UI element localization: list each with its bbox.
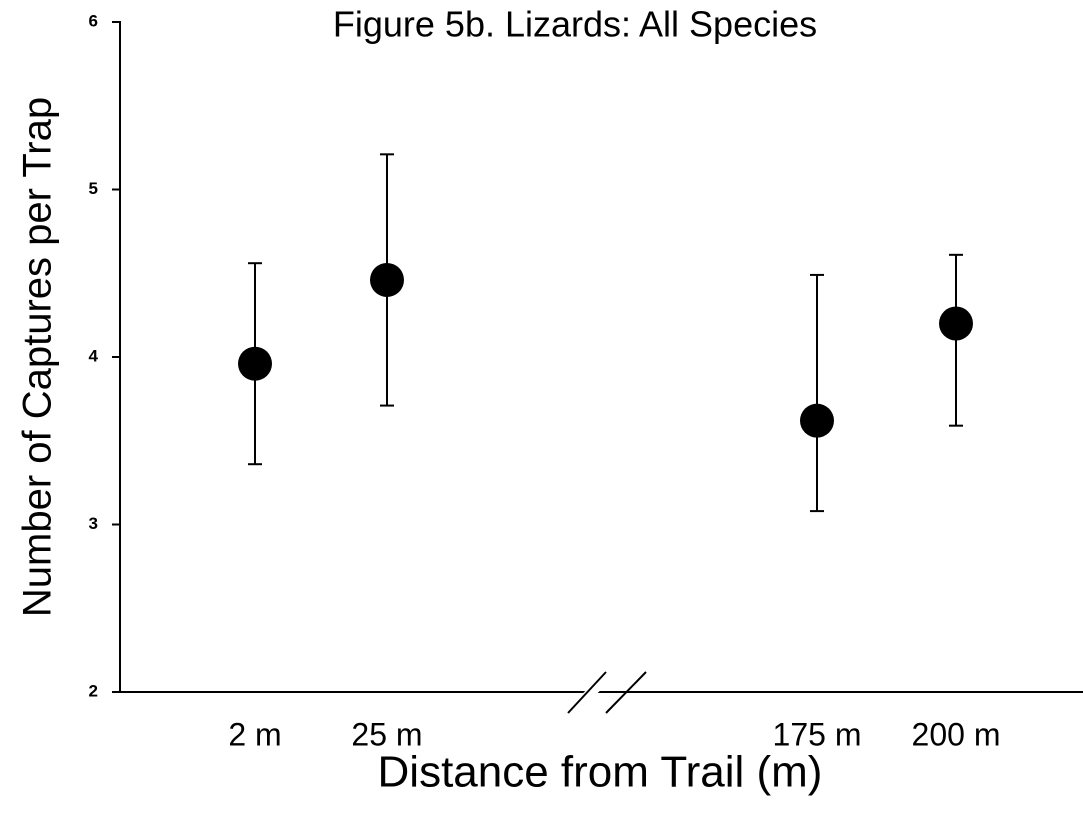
chart-title: Figure 5b. Lizards: All Species <box>333 4 817 45</box>
axis-break <box>567 671 607 714</box>
axis-break-gap <box>566 668 616 717</box>
x-tick-label: 200 m <box>912 716 1001 752</box>
y-tick-label: 2 <box>89 681 98 700</box>
y-tick-label: 3 <box>89 514 98 533</box>
x-tick-label: 2 m <box>228 716 281 752</box>
point <box>800 403 834 438</box>
axis-break <box>605 671 647 714</box>
y-axis-label: Number of Captures per Trap <box>16 97 60 617</box>
x-tick-label: 25 m <box>351 716 422 752</box>
x-axis-label: Distance from Trail (m) <box>378 748 823 797</box>
point <box>370 262 404 297</box>
y-tick-label: 5 <box>89 179 98 198</box>
point <box>939 306 973 341</box>
y-tick-label: 6 <box>89 11 98 30</box>
x-tick-label: 175 m <box>773 716 862 752</box>
point <box>238 346 272 381</box>
y-tick-label: 4 <box>89 346 99 365</box>
